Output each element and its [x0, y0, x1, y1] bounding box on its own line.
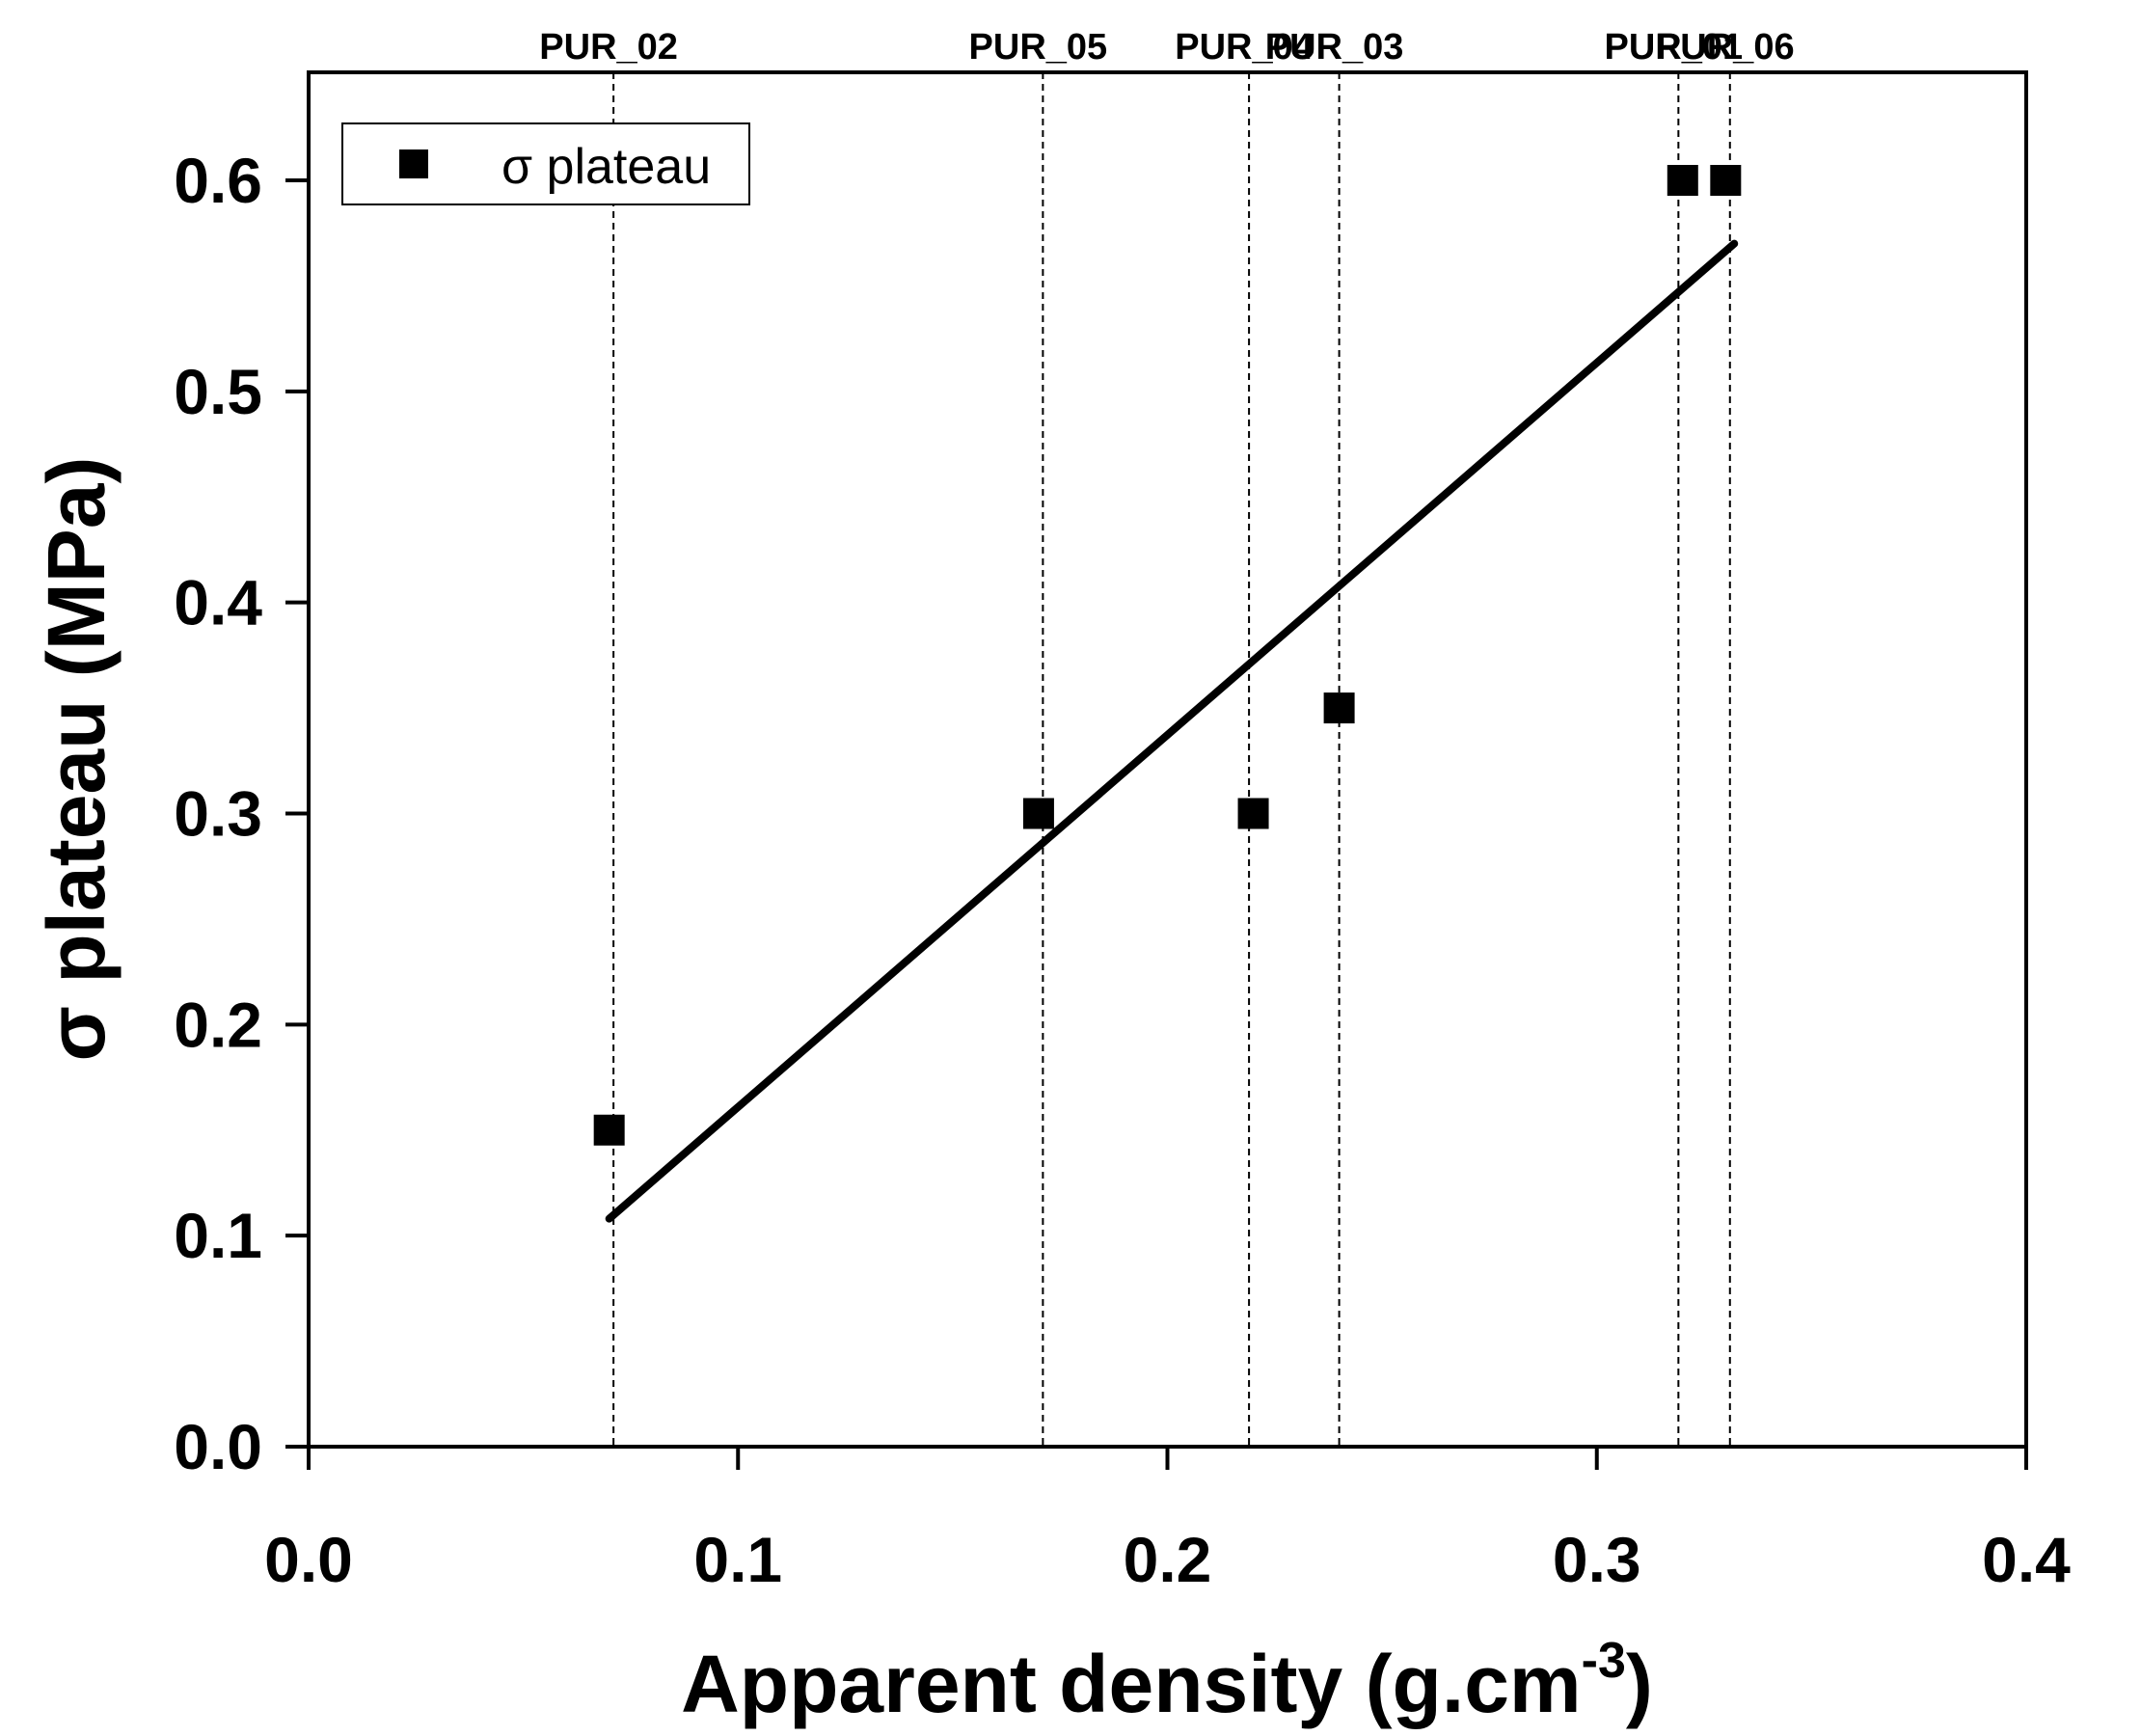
reference-line-label: PUR_05: [969, 27, 1108, 68]
x-tick-label: 0.3: [1553, 1524, 1641, 1595]
y-axis-ticks: 0.0 0.1 0.2 0.3 0.4 0.5 0.6: [174, 145, 309, 1482]
legend-marker: [399, 149, 428, 178]
y-tick-label: 0.2: [174, 989, 262, 1060]
y-tick-label: 0.1: [174, 1200, 262, 1271]
reference-line-label: PUR_02: [539, 27, 678, 68]
data-point: [1237, 798, 1269, 829]
data-point: [1667, 165, 1698, 196]
fit-line-layer: [605, 239, 1739, 1223]
data-point: [593, 1114, 625, 1146]
y-tick-label: 0.6: [174, 145, 262, 216]
x-axis-title: Apparent density (g.cm-3): [681, 1633, 1653, 1729]
reference-line-label: PUR_03: [1265, 27, 1404, 68]
reference-line-label: PUR_06: [1656, 27, 1795, 68]
x-tick-label: 0.4: [1982, 1524, 2071, 1595]
legend-label: σ plateau: [501, 139, 711, 195]
plot-frame: [307, 70, 2028, 1449]
y-axis-title: σ plateau (MPa): [31, 457, 122, 1062]
reference-line-label: PUR_04: [1175, 27, 1314, 68]
y-tick-label: 0.5: [174, 356, 262, 427]
x-tick-label: 0.0: [264, 1524, 353, 1595]
x-axis-ticks: 0.0 0.1 0.2 0.3 0.4: [264, 1447, 2071, 1595]
y-tick-label: 0.3: [174, 778, 262, 850]
data-points: [593, 165, 1742, 1146]
x-tick-label: 0.1: [693, 1524, 782, 1595]
data-point: [1323, 692, 1355, 724]
legend: σ plateau: [341, 122, 750, 205]
y-tick-label: 0.4: [174, 567, 262, 638]
reference-line-label: PUR_01: [1605, 27, 1744, 68]
y-tick-label: 0.0: [174, 1411, 262, 1482]
fit-line: [605, 239, 1739, 1223]
data-point: [1710, 165, 1742, 196]
data-point: [1022, 798, 1054, 829]
x-tick-label: 0.2: [1124, 1524, 1212, 1595]
